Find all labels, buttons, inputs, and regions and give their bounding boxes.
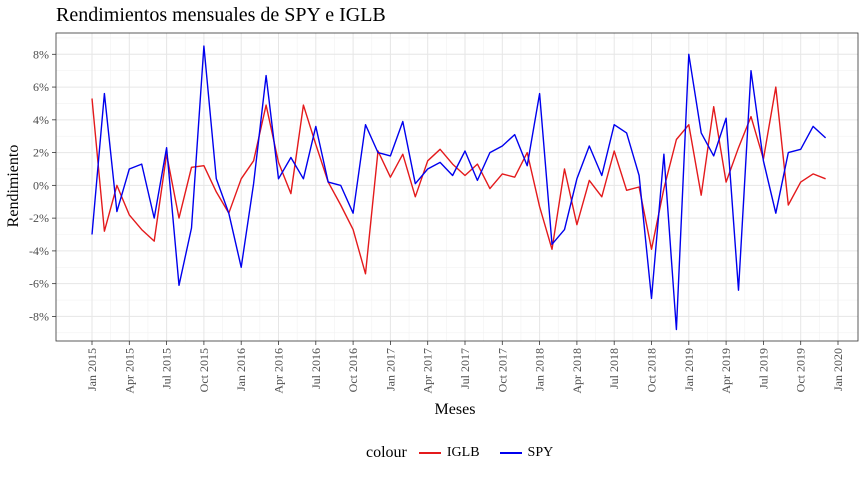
x-tick-label: Jul 2017 xyxy=(458,348,472,389)
y-tick-label: 4% xyxy=(33,113,49,127)
x-tick-label: Oct 2016 xyxy=(346,348,360,392)
x-tick-label: Oct 2019 xyxy=(794,348,808,392)
series-line-spy xyxy=(91,45,827,331)
x-tick-label: Oct 2018 xyxy=(645,348,659,392)
x-tick-label: Jul 2018 xyxy=(607,348,621,389)
x-tick-label: Jan 2020 xyxy=(831,348,845,391)
legend-title: colour xyxy=(366,444,407,461)
x-tick-label: Oct 2017 xyxy=(495,348,509,392)
x-tick-label: Jan 2018 xyxy=(533,348,547,391)
y-axis-title: Rendimiento xyxy=(5,144,22,228)
legend-item-iglb: IGLB xyxy=(418,445,480,461)
x-tick-label: Apr 2017 xyxy=(421,348,435,394)
y-tick-label: 0% xyxy=(33,178,49,192)
plot-border xyxy=(55,32,859,342)
x-tick-label: Oct 2015 xyxy=(197,348,211,392)
y-tick-label: 2% xyxy=(33,146,49,160)
x-tick-label: Jul 2015 xyxy=(160,348,174,389)
x-tick-label: Jan 2015 xyxy=(85,348,99,391)
x-tick-label: Apr 2016 xyxy=(272,348,286,394)
legend-swatch-iglb xyxy=(418,452,441,454)
legend-label-iglb: IGLB xyxy=(446,445,480,460)
x-tick-label: Jan 2017 xyxy=(383,348,397,391)
y-tick-label: -2% xyxy=(29,211,49,225)
legend-item-spy: SPY xyxy=(499,445,554,461)
legend: colour IGLB SPY xyxy=(366,444,563,462)
plot-panel xyxy=(56,33,858,341)
y-tick-label: -6% xyxy=(29,277,49,291)
x-axis-title: Meses xyxy=(434,401,476,418)
x-tick-label: Jan 2019 xyxy=(682,348,696,391)
legend-label-spy: SPY xyxy=(527,445,554,460)
series-line-iglb xyxy=(91,86,826,275)
x-tick-label: Apr 2015 xyxy=(122,348,136,394)
x-tick-label: Apr 2018 xyxy=(570,348,584,394)
y-tick-label: 8% xyxy=(33,47,49,61)
chart-title: Rendimientos mensuales de SPY e IGLB xyxy=(56,4,386,26)
legend-swatch-spy xyxy=(499,452,522,454)
x-tick-label: Jan 2016 xyxy=(234,348,248,391)
x-tick-label: Jul 2016 xyxy=(309,348,323,389)
y-tick-label: 6% xyxy=(33,80,49,94)
y-tick-label: -4% xyxy=(29,244,49,258)
y-tick-label: -8% xyxy=(29,309,49,323)
x-tick-label: Jul 2019 xyxy=(756,348,770,389)
x-tick-label: Apr 2019 xyxy=(719,348,733,394)
